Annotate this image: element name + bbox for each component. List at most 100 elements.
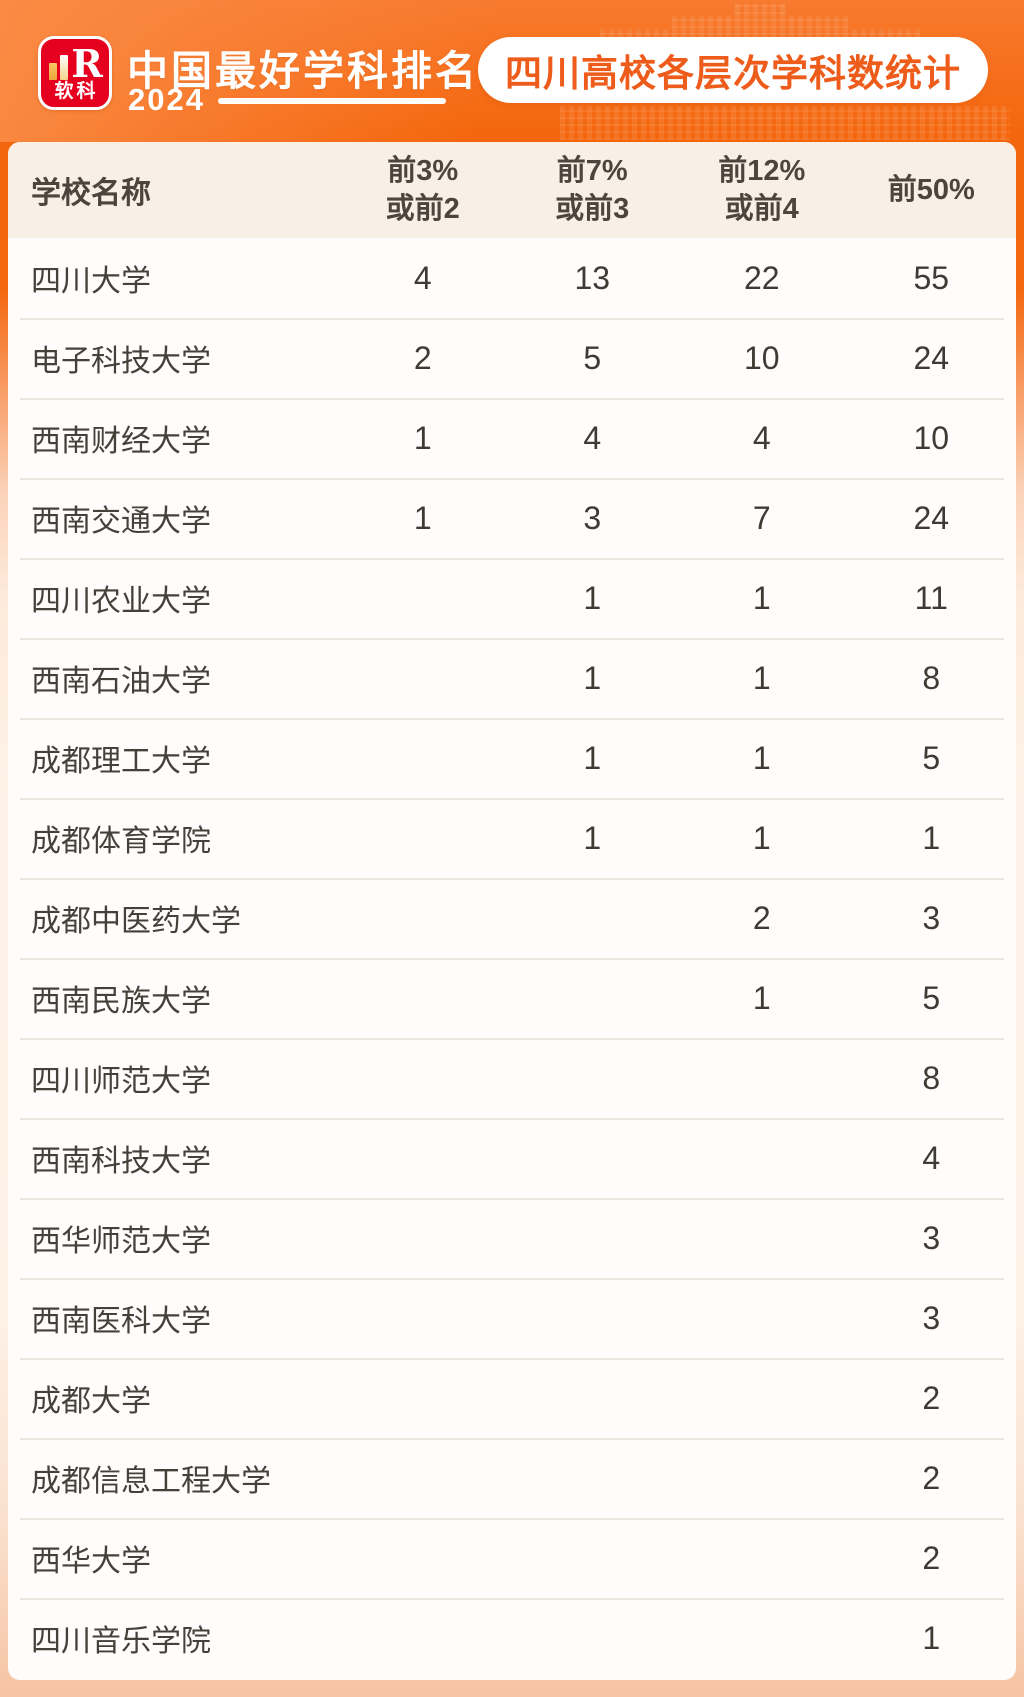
school-name-cell: 四川大学	[31, 265, 151, 298]
header-line: 或前3	[555, 193, 630, 225]
header-school-name: 学校名称	[31, 177, 151, 210]
school-name-cell: 西南民族大学	[31, 985, 211, 1018]
value-top12pct: 2	[752, 899, 771, 936]
statistics-table: 学校名称 前3% 或前2 前7% 或前3 前12% 或前4 前50% 四川大学 4…	[8, 142, 1016, 1680]
school-name-cell: 西南医科大学	[31, 1305, 211, 1338]
value-top7pct: 13	[574, 259, 611, 296]
table-row: 西南民族大学 1 5	[8, 958, 1016, 1038]
value-top50pct: 3	[922, 1299, 941, 1336]
table-row: 成都大学 2	[8, 1358, 1016, 1438]
value-top7pct: 5	[583, 339, 602, 376]
value-top50pct: 8	[922, 659, 941, 696]
school-name-cell: 成都大学	[31, 1385, 151, 1418]
ranking-year: 2024	[128, 82, 205, 117]
watermark-pattern	[560, 106, 1010, 140]
school-name-cell: 四川师范大学	[31, 1065, 211, 1098]
school-name-cell: 西南财经大学	[31, 425, 211, 458]
value-top12pct: 1	[752, 579, 771, 616]
table-row: 成都体育学院 1 1 1	[8, 798, 1016, 878]
logo-chinese-name: 软科	[54, 81, 99, 102]
value-top50pct: 1	[922, 819, 941, 856]
year-underline-decoration	[217, 97, 446, 104]
logo-barchart-icon: R	[49, 41, 103, 86]
header-line: 或前4	[724, 193, 799, 225]
table-row: 西南交通大学 1 3 7 24	[8, 478, 1016, 558]
school-name-cell: 西华大学	[31, 1545, 151, 1578]
school-name-cell: 西南交通大学	[31, 505, 211, 538]
value-top50pct: 1	[922, 1619, 941, 1656]
table-row: 西南科技大学 4	[8, 1118, 1016, 1198]
school-name-cell: 电子科技大学	[31, 345, 211, 378]
logo-bar-icon	[49, 63, 58, 80]
table-row: 四川师范大学 8	[8, 1038, 1016, 1118]
school-name-cell: 成都信息工程大学	[31, 1465, 271, 1498]
table-row: 西华师范大学 3	[8, 1198, 1016, 1278]
header-line: 前3%	[387, 155, 459, 187]
header-top12pct: 前12% 或前4	[677, 152, 847, 228]
value-top12pct: 1	[752, 659, 771, 696]
value-top12pct: 1	[752, 819, 771, 856]
value-top50pct: 11	[914, 579, 948, 616]
school-name-cell: 西华师范大学	[31, 1225, 211, 1258]
value-top7pct: 3	[583, 499, 602, 536]
value-top50pct: 5	[922, 979, 941, 1016]
value-top50pct: 3	[922, 899, 941, 936]
value-top3pct: 1	[413, 419, 432, 456]
header-line: 前7%	[556, 155, 628, 187]
value-top12pct: 10	[743, 339, 780, 376]
table-row: 成都理工大学 1 1 5	[8, 718, 1016, 798]
table-row: 西南财经大学 1 4 4 10	[8, 398, 1016, 478]
value-top12pct: 1	[752, 979, 771, 1016]
value-top3pct: 1	[413, 499, 432, 536]
ranking-year-row: 2024	[128, 84, 446, 115]
table-row: 西南石油大学 1 1 8	[8, 638, 1016, 718]
value-top12pct: 22	[743, 259, 780, 296]
logo-r-letter: R	[71, 41, 103, 86]
value-top50pct: 24	[913, 339, 950, 376]
value-top7pct: 1	[583, 739, 602, 776]
value-top50pct: 2	[922, 1459, 941, 1496]
value-top50pct: 3	[922, 1219, 941, 1256]
value-top12pct: 4	[752, 419, 771, 456]
value-top7pct: 1	[583, 819, 602, 856]
header-top50pct: 前50%	[847, 171, 1017, 209]
subtitle-badge-text: 四川高校各层次学科数统计	[505, 53, 961, 94]
table-row: 成都信息工程大学 2	[8, 1438, 1016, 1518]
header-top3pct: 前3% 或前2	[338, 152, 508, 228]
value-top7pct: 4	[583, 419, 602, 456]
value-top50pct: 5	[922, 739, 941, 776]
value-top3pct: 2	[413, 339, 432, 376]
value-top50pct: 8	[922, 1059, 941, 1096]
value-top50pct: 2	[922, 1539, 941, 1576]
value-top50pct: 55	[913, 259, 950, 296]
school-name-cell: 西南石油大学	[31, 665, 211, 698]
school-name-cell: 西南科技大学	[31, 1145, 211, 1178]
header-line: 或前2	[385, 193, 460, 225]
school-name-cell: 成都体育学院	[31, 825, 211, 858]
school-name-cell: 四川农业大学	[31, 585, 211, 618]
school-name-cell: 四川音乐学院	[31, 1625, 211, 1658]
value-top50pct: 4	[922, 1139, 941, 1176]
table-row: 电子科技大学 2 5 10 24	[8, 318, 1016, 398]
table-row: 成都中医药大学 2 3	[8, 878, 1016, 958]
table-row: 西南医科大学 3	[8, 1278, 1016, 1358]
brand-header: R 软科 中国最好学科排名 2024 四川高校各层次学科数统计	[0, 0, 1024, 142]
value-top50pct: 10	[913, 419, 950, 456]
table-row: 四川大学 4 13 22 55	[8, 238, 1016, 318]
ranking-title: 中国最好学科排名	[127, 48, 479, 94]
subtitle-badge: 四川高校各层次学科数统计	[478, 37, 988, 103]
table-row: 四川农业大学 1 1 11	[8, 558, 1016, 638]
header-line: 前50%	[887, 174, 975, 206]
table-body: 四川大学 4 13 22 55 电子科技大学 2 5 10 24 西南财经大学 1 4 4 10 西南交通大学…	[8, 238, 1016, 1678]
table-row: 西华大学 2	[8, 1518, 1016, 1598]
header-top7pct: 前7% 或前3	[508, 152, 678, 228]
table-row: 四川音乐学院 1	[8, 1598, 1016, 1678]
value-top12pct: 1	[752, 739, 771, 776]
value-top50pct: 2	[922, 1379, 941, 1416]
shanghairanking-logo: R 软科	[38, 36, 112, 110]
logo-bar-icon	[60, 55, 69, 80]
value-top50pct: 24	[913, 499, 950, 536]
value-top7pct: 1	[583, 579, 602, 616]
header-line: 前12%	[718, 155, 806, 187]
